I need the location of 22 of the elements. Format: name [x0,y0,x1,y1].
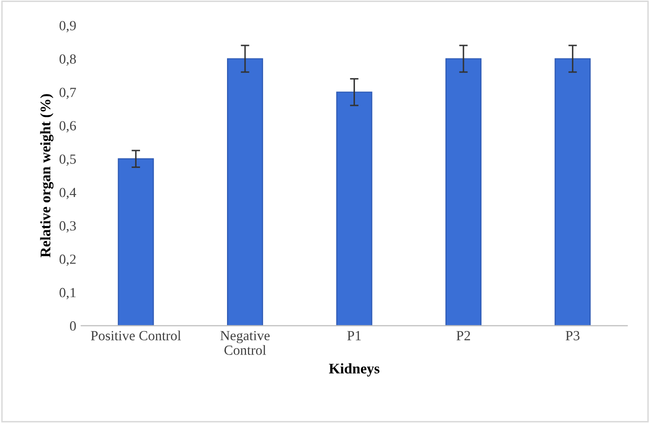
y-tick-label: 0,3 [60,221,76,233]
y-tick-label: 0,6 [60,121,76,132]
x-tick-label: P1 [347,331,361,340]
bar [336,92,372,326]
y-tick-label: 0,9 [60,20,76,32]
y-tick-label: 0,8 [60,54,76,66]
y-tick-label: 0,7 [60,88,76,100]
x-tick-label: Positive Control [90,330,181,340]
y-tick-label: 0,1 [60,288,76,300]
x-tick-label: P3 [566,331,580,340]
y-tick-label: 0,2 [60,254,76,266]
y-tick-label: 0 [70,321,76,331]
bar [445,58,482,326]
bar [118,158,154,326]
y-axis-title: Relative organ weight (%) [40,94,54,258]
y-tick-label: 0,5 [60,154,76,166]
x-axis-title: Kidneys [328,363,380,377]
x-tick-label: P2 [456,331,470,340]
bar [227,58,264,326]
x-tick-label: Negative Control [220,330,270,355]
bar [554,58,591,326]
y-tick-label: 0,4 [60,188,76,200]
